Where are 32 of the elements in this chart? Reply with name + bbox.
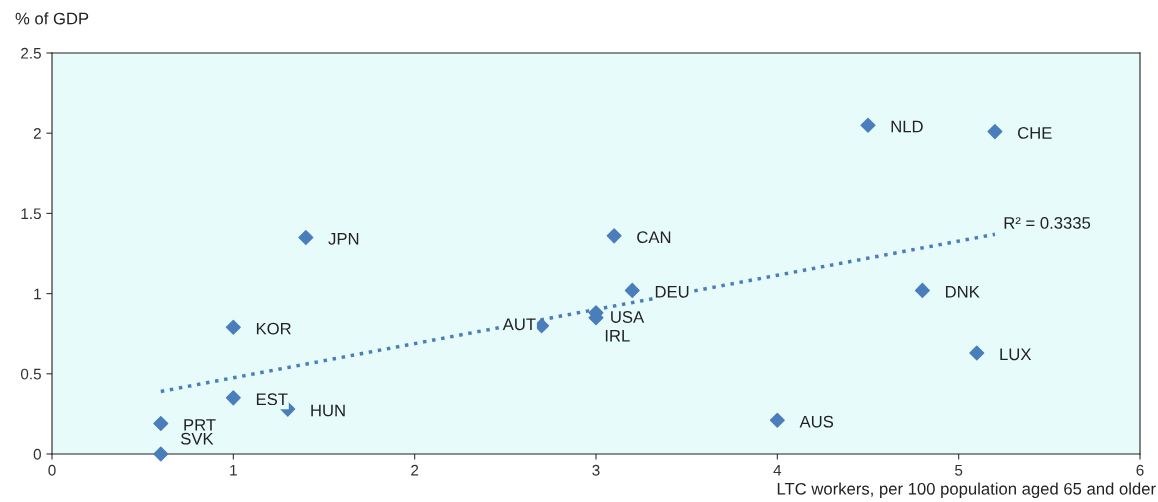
- data-label: NLD: [891, 120, 923, 133]
- data-label: AUT: [502, 318, 536, 331]
- data-label: DEU: [655, 286, 689, 298]
- y-tick-label: 1: [34, 288, 41, 300]
- y-tick-label: 0.5: [20, 368, 41, 380]
- x-tick-label: 0: [48, 464, 56, 476]
- annotation: R² = 0.3335: [1004, 217, 1091, 229]
- data-label: KOR: [256, 322, 291, 335]
- data-label: AUS: [799, 415, 834, 428]
- data-label: USA: [611, 311, 645, 323]
- y-tick-label: 2: [33, 128, 41, 139]
- data-label: EST: [256, 393, 288, 406]
- data-label: LUX: [1000, 348, 1032, 361]
- data-label: HUN: [311, 404, 345, 417]
- data-label: SVK: [181, 432, 214, 445]
- x-tick-label: 4: [773, 464, 782, 476]
- data-label: PRT: [184, 419, 216, 431]
- x-tick-label: 3: [592, 464, 600, 476]
- y-tick-label: 1.5: [21, 208, 41, 220]
- data-label: CHE: [1018, 127, 1052, 139]
- x-tick-label: 1: [230, 464, 237, 476]
- data-label: CAN: [637, 231, 671, 244]
- x-tick-label: 2: [411, 464, 419, 476]
- data-label: DNK: [945, 286, 980, 298]
- x-tick-label: 6: [1136, 464, 1144, 476]
- data-label: JPN: [328, 233, 359, 245]
- data-label: IRL: [605, 329, 630, 342]
- y-axis-title: % of GDP: [15, 12, 89, 25]
- y-tick-label: 2.5: [21, 47, 41, 59]
- y-tick-label: 0: [33, 448, 41, 460]
- x-tick-label: 5: [955, 464, 963, 476]
- x-axis-title: LTC workers, per 100 population aged 65 and older: [777, 482, 1156, 498]
